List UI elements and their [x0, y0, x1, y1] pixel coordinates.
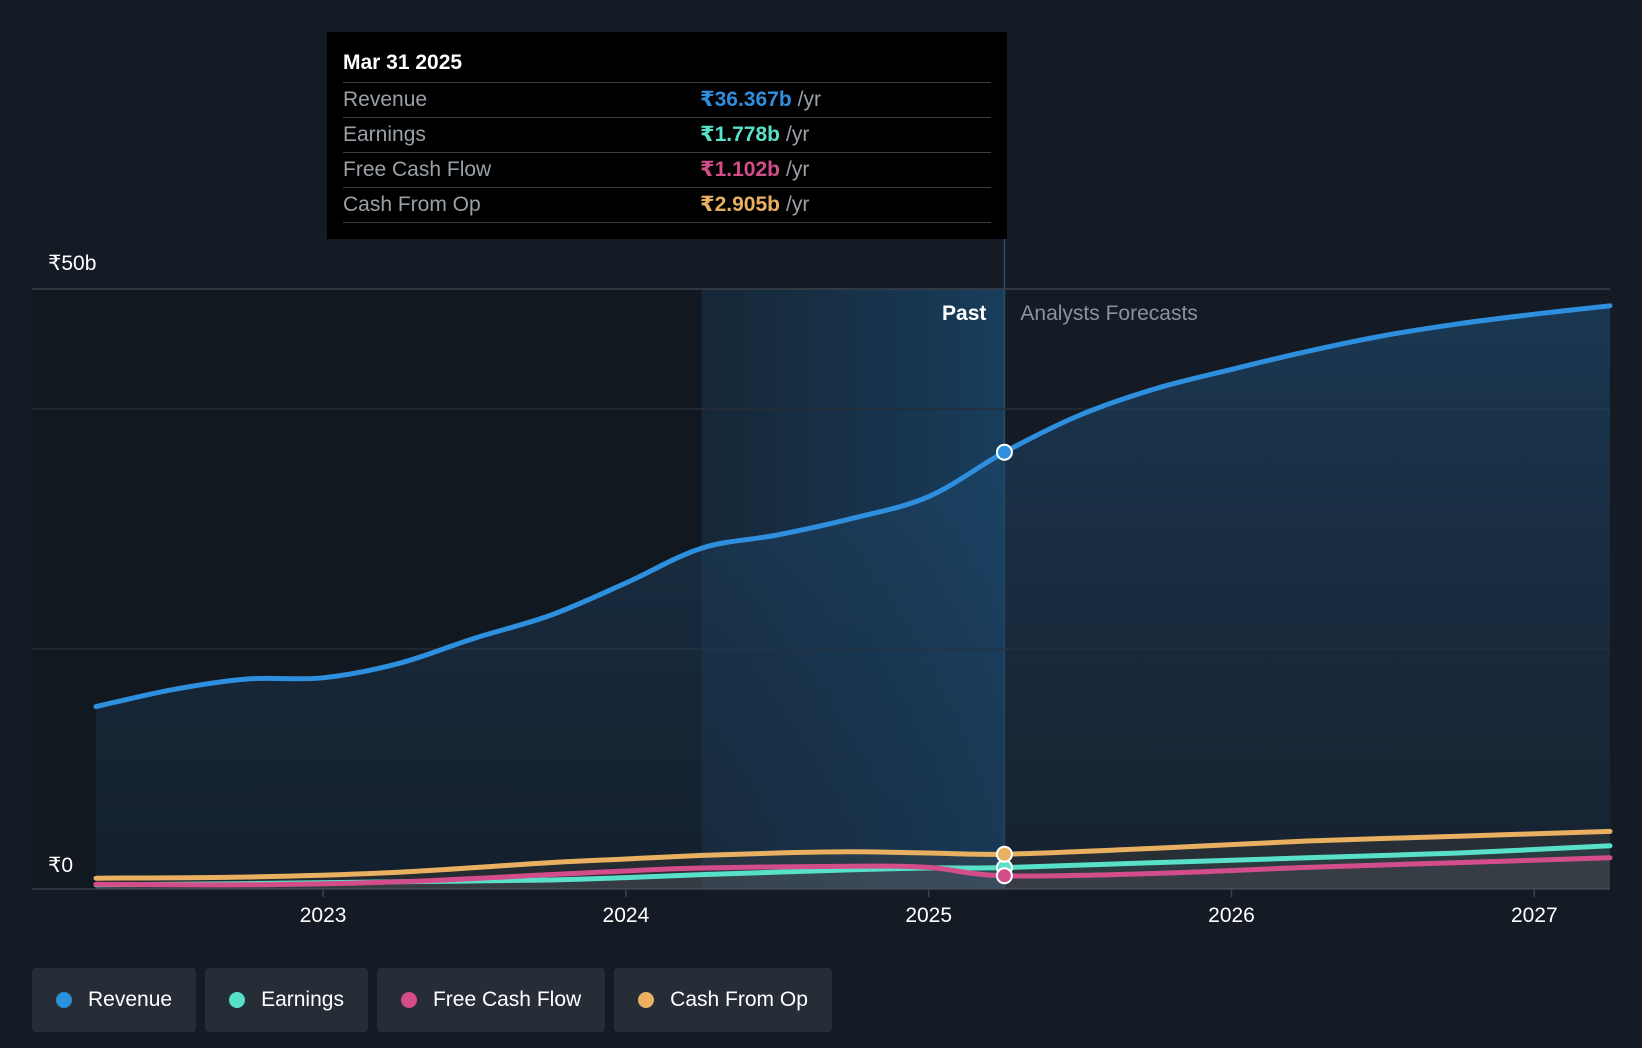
revenue-marker	[995, 443, 1013, 461]
x-tick-label: 2027	[1511, 904, 1558, 927]
tooltip-label: Free Cash Flow	[343, 158, 492, 181]
legend-label: Cash From Op	[670, 988, 808, 1011]
tooltip-unit: /yr	[786, 193, 810, 216]
y-tick-label: ₹50b	[48, 252, 96, 275]
legend-item-earnings[interactable]: Earnings	[205, 968, 368, 1032]
legend: Revenue Earnings Free Cash Flow Cash Fro…	[32, 968, 832, 1032]
tooltip-row-revenue: Revenue ₹36.367b /yr	[343, 82, 991, 117]
tooltip-unit: /yr	[797, 88, 821, 111]
tooltip: Mar 31 2025 Revenue ₹36.367b /yr Earning…	[327, 32, 1007, 239]
tooltip-unit: /yr	[786, 158, 810, 181]
legend-label: Earnings	[261, 988, 344, 1011]
legend-label: Revenue	[88, 988, 173, 1011]
legend-label: Free Cash Flow	[432, 988, 582, 1011]
tooltip-label: Earnings	[343, 123, 426, 146]
legend-dot-icon	[638, 992, 655, 1008]
past-label: Past	[942, 302, 986, 325]
earnings-area	[96, 845, 1610, 889]
free-cash-flow-marker	[995, 867, 1013, 885]
legend-dot-icon	[229, 992, 246, 1008]
legend-dot-icon	[400, 992, 417, 1008]
free-cash-flow-line	[93, 855, 1613, 888]
legend-item-free-cash-flow[interactable]: Free Cash Flow	[376, 968, 606, 1032]
x-tick-label: 2025	[905, 904, 952, 927]
x-tick-label: 2026	[1208, 904, 1255, 927]
tooltip-row-free-cash-flow: Free Cash Flow ₹1.102b /yr	[343, 152, 991, 187]
legend-dot-icon	[56, 992, 72, 1008]
tooltip-unit: /yr	[786, 123, 810, 146]
tooltip-label: Cash From Op	[343, 193, 481, 216]
tooltip-row-earnings: Earnings ₹1.778b /yr	[343, 117, 991, 152]
forecast-label: Analysts Forecasts	[1020, 302, 1197, 325]
tooltip-value: ₹1.102b	[700, 158, 780, 181]
legend-item-cash-from-op[interactable]: Cash From Op	[614, 968, 832, 1032]
cash-from-op-line	[93, 828, 1613, 881]
tooltip-value: ₹1.778b	[700, 123, 780, 146]
tooltip-label: Revenue	[343, 88, 428, 111]
legend-item-revenue[interactable]: Revenue	[32, 968, 197, 1032]
x-tick-label: 2023	[300, 904, 347, 927]
cash-from-op-marker	[995, 845, 1013, 863]
revenue-area	[96, 305, 1610, 889]
tooltip-value: ₹2.905b	[700, 193, 780, 216]
x-tick-label: 2024	[603, 904, 650, 927]
tooltip-row-cash-from-op: Cash From Op ₹2.905b /yr	[343, 187, 991, 223]
revenue-line	[93, 303, 1613, 710]
y-tick-label: ₹0	[48, 854, 73, 877]
tooltip-value: ₹36.367b	[700, 88, 792, 111]
tooltip-date: Mar 31 2025	[343, 51, 463, 74]
